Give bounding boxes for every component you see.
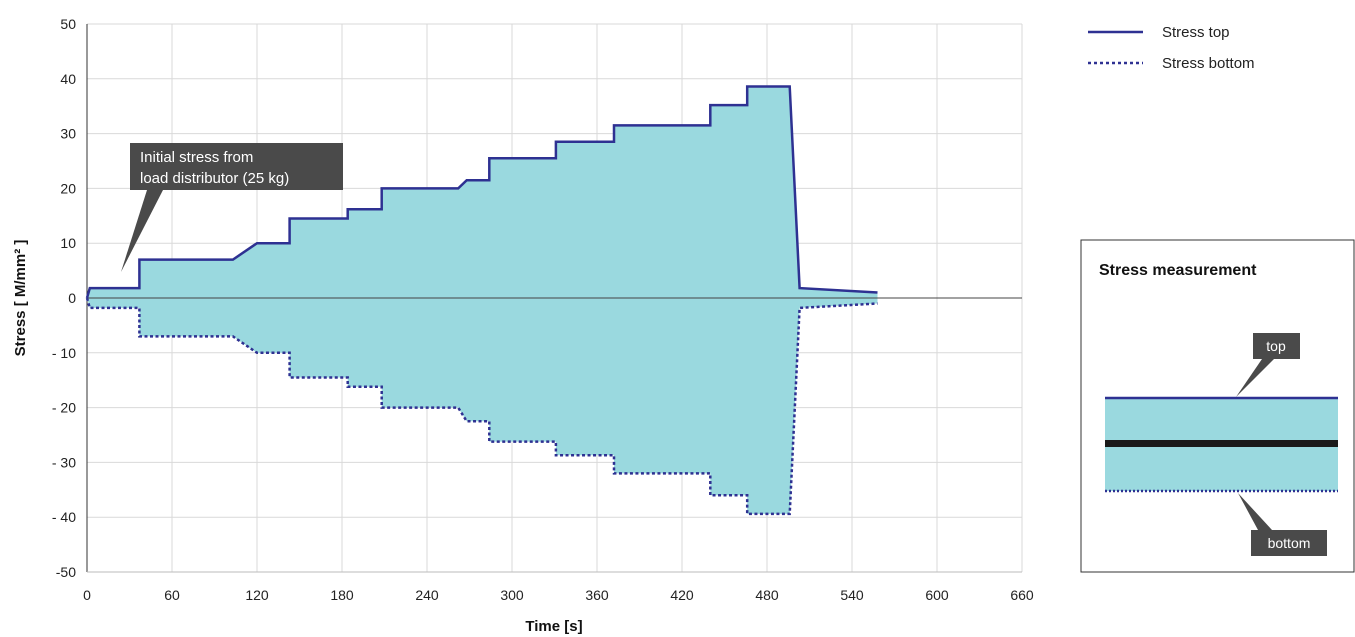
- y-tick-label: 0: [68, 290, 76, 306]
- y-tick-label: 30: [60, 126, 76, 142]
- x-axis-ticks: 0 60 120 180 240 300 360 420 480 540 600 660: [83, 587, 1034, 603]
- beam-core: [1105, 440, 1338, 447]
- y-tick-label: 10: [60, 235, 76, 251]
- legend-stress-bottom-label: Stress bottom: [1162, 55, 1255, 72]
- stress-measurement-inset: Stress measurement top bottom: [1080, 239, 1355, 573]
- beam-upper-layer: [1105, 398, 1338, 440]
- series-stress-bottom-line: [85, 297, 878, 516]
- legend-stress-top-label: Stress top: [1162, 24, 1230, 41]
- callout-line-1: Initial stress from: [140, 149, 253, 166]
- callout-box: [130, 143, 343, 190]
- callout-pointer: [121, 190, 163, 272]
- y-axis-ticks: 50 40 30 20 10 0 - 10 - 20 - 30 - 40 -50: [52, 16, 76, 580]
- x-tick-label: 540: [840, 587, 864, 603]
- x-tick-label: 300: [500, 587, 524, 603]
- x-axis-title: Time [s]: [525, 618, 582, 635]
- x-tick-label: 240: [415, 587, 439, 603]
- x-tick-label: 180: [330, 587, 354, 603]
- series-stress-top-line: [85, 85, 878, 299]
- annotation-callout: Initial stress from load distributor (25…: [121, 143, 343, 272]
- tag-top-label: top: [1266, 338, 1286, 354]
- x-tick-label: 60: [164, 587, 180, 603]
- inset-title: Stress measurement: [1099, 262, 1257, 279]
- x-tick-label: 120: [245, 587, 269, 603]
- y-tick-label: - 10: [52, 345, 76, 361]
- y-tick-label: - 40: [52, 509, 76, 525]
- legend: Stress top Stress bottom: [1088, 24, 1255, 72]
- y-tick-label: 20: [60, 180, 76, 196]
- tag-bottom-box: [1251, 530, 1327, 556]
- tag-bottom-pointer: [1238, 493, 1272, 530]
- y-axis-title: Stress [ M/mm² ]: [12, 240, 29, 357]
- y-tick-label: - 20: [52, 400, 76, 416]
- x-tick-label: 480: [755, 587, 779, 603]
- y-tick-label: -50: [56, 564, 76, 580]
- y-tick-label: - 30: [52, 454, 76, 470]
- x-tick-label: 420: [670, 587, 694, 603]
- callout-line-2: load distributor (25 kg): [140, 170, 289, 187]
- tag-bottom-label: bottom: [1268, 535, 1311, 551]
- x-tick-label: 360: [585, 587, 609, 603]
- x-tick-label: 600: [925, 587, 949, 603]
- stress-area: [87, 86, 878, 514]
- x-tick-label: 660: [1010, 587, 1034, 603]
- y-tick-label: 50: [60, 16, 76, 32]
- tag-top-pointer: [1236, 359, 1274, 397]
- y-tick-label: 40: [60, 71, 76, 87]
- beam-lower-layer: [1105, 447, 1338, 491]
- tag-top-box: [1253, 333, 1300, 359]
- x-tick-label: 0: [83, 587, 91, 603]
